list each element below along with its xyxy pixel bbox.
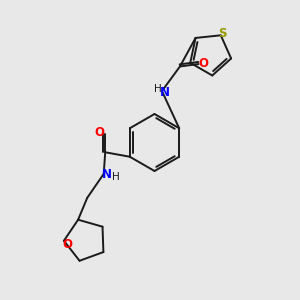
Text: O: O — [62, 238, 73, 251]
Text: O: O — [199, 57, 208, 70]
Text: S: S — [218, 27, 226, 40]
Text: H: H — [112, 172, 120, 182]
Text: N: N — [160, 86, 170, 99]
Text: H: H — [154, 84, 162, 94]
Text: O: O — [95, 126, 105, 139]
Text: N: N — [102, 168, 112, 181]
